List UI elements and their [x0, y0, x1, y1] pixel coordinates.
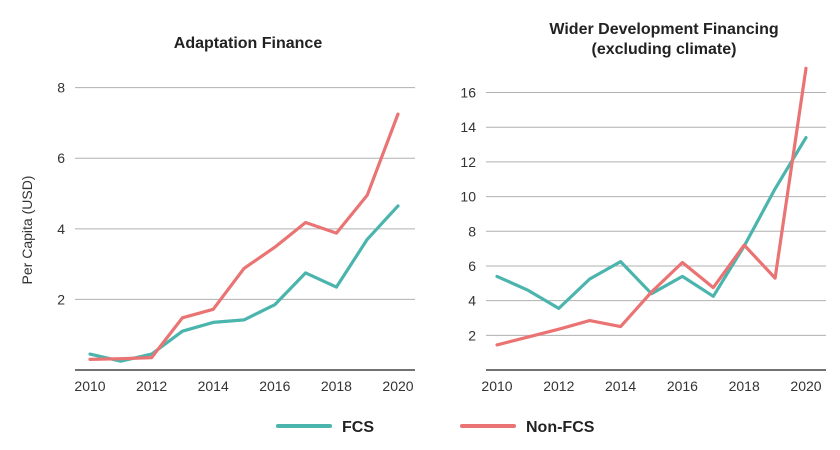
- series-line-nonfcs: [495, 66, 808, 347]
- chart-title: Wider Development Financing: [549, 21, 778, 38]
- y-tick-label: 10: [460, 189, 476, 205]
- adaptation-finance-chart: Adaptation Finance 2 4 6 8 2010 2012 2014 2016 20…: [19, 35, 415, 394]
- x-tick-label: 2012: [136, 378, 167, 394]
- y-tick-label: 6: [468, 258, 476, 274]
- x-tick-label: 2014: [605, 378, 636, 394]
- chart-title: (excluding climate): [592, 41, 737, 58]
- series-line-nonfcs: [88, 112, 400, 361]
- y-tick-label: 2: [468, 327, 476, 343]
- x-tick-label: 2010: [74, 378, 105, 394]
- y-tick-label: 4: [57, 221, 65, 237]
- x-tick-label: 2016: [667, 378, 698, 394]
- x-tick-label: 2018: [321, 378, 352, 394]
- legend-nonfcs-label: Non-FCS: [526, 419, 595, 436]
- legend-fcs-label: FCS: [342, 419, 374, 436]
- y-axis-label: Per Capita (USD): [19, 176, 35, 285]
- x-tick-label: 2014: [198, 378, 229, 394]
- y-tick-label: 12: [460, 154, 476, 170]
- x-tick-label: 2020: [790, 378, 821, 394]
- y-tick-label: 8: [468, 223, 476, 239]
- y-tick-label: 2: [57, 291, 65, 307]
- x-tick-label: 2020: [382, 378, 413, 394]
- development-financing-chart: Wider Development Financing (excluding cl…: [460, 21, 826, 394]
- x-tick-label: 2012: [543, 378, 574, 394]
- series-line-fcs: [495, 136, 808, 310]
- legend: FCS Non-FCS: [276, 419, 595, 436]
- x-tick-label: 2018: [729, 378, 760, 394]
- y-tick-label: 8: [57, 80, 65, 96]
- x-tick-label: 2010: [481, 378, 512, 394]
- y-tick-label: 16: [460, 85, 476, 101]
- y-tick-label: 4: [468, 293, 476, 309]
- y-tick-label: 14: [460, 119, 476, 135]
- chart-title: Adaptation Finance: [174, 35, 323, 52]
- x-tick-label: 2016: [259, 378, 290, 394]
- y-tick-label: 6: [57, 150, 65, 166]
